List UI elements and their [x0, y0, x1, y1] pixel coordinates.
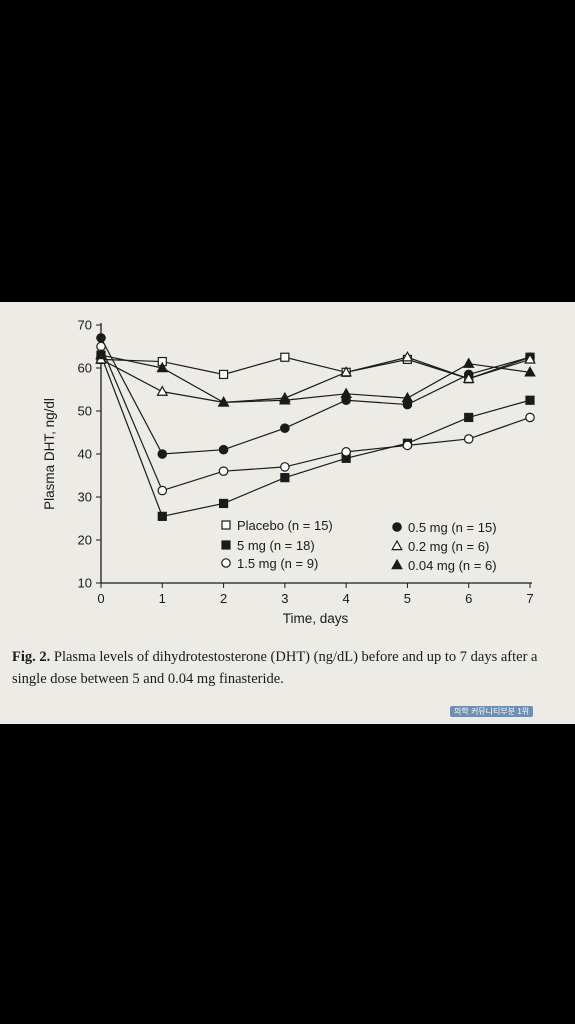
- data-point-series-3: [341, 447, 351, 457]
- data-point-series-3: [218, 466, 229, 476]
- x-tick-label: 1: [159, 591, 166, 606]
- legend-label-5: 0.2 mg (n = 6): [408, 539, 489, 554]
- y-tick-label: 70: [78, 318, 92, 333]
- data-point-series-6: [156, 361, 169, 373]
- legend-label-2: 5 mg (n = 18): [237, 538, 315, 553]
- data-point-series-6: [95, 348, 107, 360]
- data-point-series-2: [525, 395, 535, 405]
- x-tick-label: 4: [343, 591, 350, 606]
- legend-marker-4: [392, 522, 402, 532]
- series-line-2: [100, 354, 531, 518]
- x-tick-label: 5: [404, 591, 411, 606]
- watermark-badge: 의학 커뮤니티부분 1위: [450, 706, 534, 717]
- data-point-series-2: [218, 498, 229, 509]
- caption-label: Fig. 2.: [12, 649, 51, 665]
- data-point-series-5: [340, 366, 352, 377]
- legend-label-6: 0.04 mg (n = 6): [408, 558, 497, 573]
- x-axis-label: Time, days: [283, 611, 349, 626]
- legend-marker-6: [391, 558, 403, 570]
- y-tick-label: 50: [78, 404, 92, 419]
- series-line-3: [100, 346, 531, 492]
- x-tick-label: 3: [281, 591, 288, 606]
- y-tick-label: 30: [78, 490, 92, 505]
- y-tick-label: 10: [78, 576, 92, 591]
- series-line-6: [100, 354, 531, 404]
- x-tick-label: 6: [465, 591, 472, 606]
- series-line-4: [100, 337, 531, 455]
- data-point-series-4: [96, 333, 106, 343]
- figure-page: 10 20 30 40 50 60 70 0 1 2 3 4 5 6 7 Time, days Plasma D…: [0, 302, 575, 724]
- y-tick-label: 20: [78, 533, 92, 548]
- caption-text: Plasma levels of dihydrotestosterone (DH…: [12, 649, 538, 687]
- y-tick-label: 40: [78, 447, 92, 462]
- y-axis-label: Plasma DHT, ng/dl: [42, 398, 57, 510]
- data-point-series-2: [464, 412, 474, 423]
- data-point-series-5: [401, 351, 414, 362]
- y-tick-label: 60: [78, 361, 92, 376]
- data-point-series-3: [157, 485, 168, 496]
- data-point-series-5: [156, 385, 169, 396]
- data-point-series-6: [524, 366, 536, 377]
- figure-caption: Fig. 2. Plasma levels of dihydrotestoste…: [12, 646, 567, 690]
- data-point-series-4: [157, 449, 168, 459]
- legend-marker-5: [391, 539, 403, 551]
- data-point-series-3: [463, 434, 474, 444]
- legend-label-4: 0.5 mg (n = 15): [408, 520, 497, 535]
- x-tick-label: 2: [220, 591, 227, 606]
- series-line-5: [100, 356, 531, 404]
- x-tick-label: 7: [526, 591, 533, 606]
- data-point-series-2: [280, 473, 290, 483]
- data-point-series-2: [157, 511, 167, 521]
- data-point-series-6: [401, 391, 414, 403]
- legend-label-1: Placebo (n = 15): [237, 518, 333, 533]
- data-point-series-4: [218, 444, 229, 455]
- data-point-series-4: [280, 423, 290, 433]
- data-point-series-3: [525, 412, 535, 423]
- data-point-series-3: [280, 462, 290, 472]
- data-point-series-1: [280, 352, 290, 362]
- data-point-series-6: [462, 357, 475, 368]
- legend-marker-3: [221, 558, 231, 568]
- data-point-series-6: [279, 394, 291, 405]
- data-point-series-6: [340, 387, 352, 399]
- data-point-series-3: [402, 440, 413, 451]
- x-tick-label: 0: [97, 591, 104, 606]
- legend-label-3: 1.5 mg (n = 9): [237, 556, 318, 571]
- data-point-series-1: [218, 369, 229, 380]
- legend-marker-2: [221, 540, 231, 550]
- data-point-series-5: [524, 353, 536, 364]
- legend-marker-1: [221, 520, 231, 530]
- data-point-series-5: [462, 372, 475, 383]
- dht-line-chart: 10 20 30 40 50 60 70 0 1 2 3 4 5 6 7 Time, days Plasma D…: [42, 318, 536, 626]
- data-point-series-6: [217, 396, 230, 407]
